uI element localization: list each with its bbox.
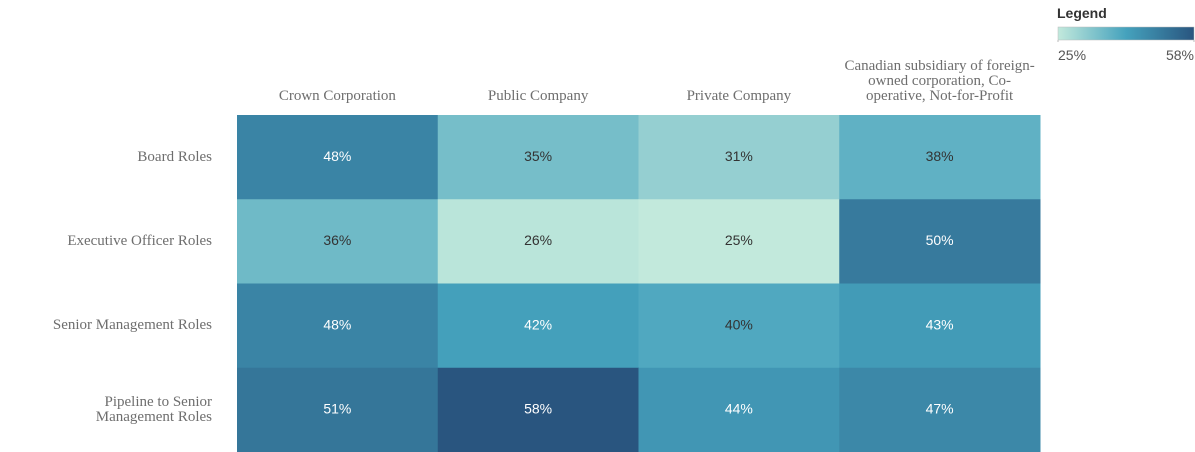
heat-cell (237, 283, 439, 369)
heat-cell (839, 115, 1041, 200)
cell-label: 58% (524, 401, 552, 417)
legend-tick-label: 58% (1165, 47, 1194, 63)
cell-label: 48% (323, 148, 351, 164)
legend-colorbar (1057, 26, 1195, 41)
row-header: Board Roles (137, 148, 212, 165)
cell-label: 31% (725, 148, 753, 164)
heat-cell (237, 199, 439, 284)
heat-cell (638, 367, 840, 452)
cell-label: 47% (926, 401, 954, 417)
cell-label: 36% (323, 232, 351, 248)
heat-cell (638, 199, 840, 284)
heat-cell (638, 283, 840, 369)
column-header: Canadian subsidiary of foreign-owned cor… (844, 58, 1035, 104)
row-header: Executive Officer Roles (67, 232, 212, 249)
heat-cell (638, 115, 840, 200)
heat-cell (237, 367, 439, 452)
heat-cell (437, 115, 639, 200)
heat-cell (437, 199, 639, 284)
cell-label: 40% (725, 316, 753, 332)
heat-cell (437, 367, 639, 452)
cell-label: 42% (524, 316, 552, 332)
cell-label: 26% (524, 232, 552, 248)
cell-label: 35% (524, 148, 552, 164)
cell-label: 38% (926, 148, 954, 164)
cell-label: 51% (323, 401, 351, 417)
legend-tick-label: 25% (1058, 47, 1087, 63)
legend-title: Legend (1057, 5, 1107, 21)
cell-label: 25% (725, 232, 753, 248)
row-header: Pipeline to Senior Management Roles (95, 393, 212, 425)
heat-cell (237, 115, 439, 200)
cell-label: 43% (926, 316, 954, 332)
column-header: Private Company (686, 88, 792, 104)
cell-label: 48% (323, 316, 351, 332)
heat-cell (839, 199, 1041, 284)
row-header: Senior Management Roles (52, 317, 212, 334)
cell-label: 50% (926, 232, 954, 248)
column-header: Public Company (487, 88, 589, 104)
cell-label: 44% (725, 401, 753, 417)
heat-cell (839, 283, 1041, 369)
heat-cell (437, 283, 639, 369)
column-header: Crown Corporation (278, 88, 396, 104)
heat-cell (839, 367, 1041, 452)
